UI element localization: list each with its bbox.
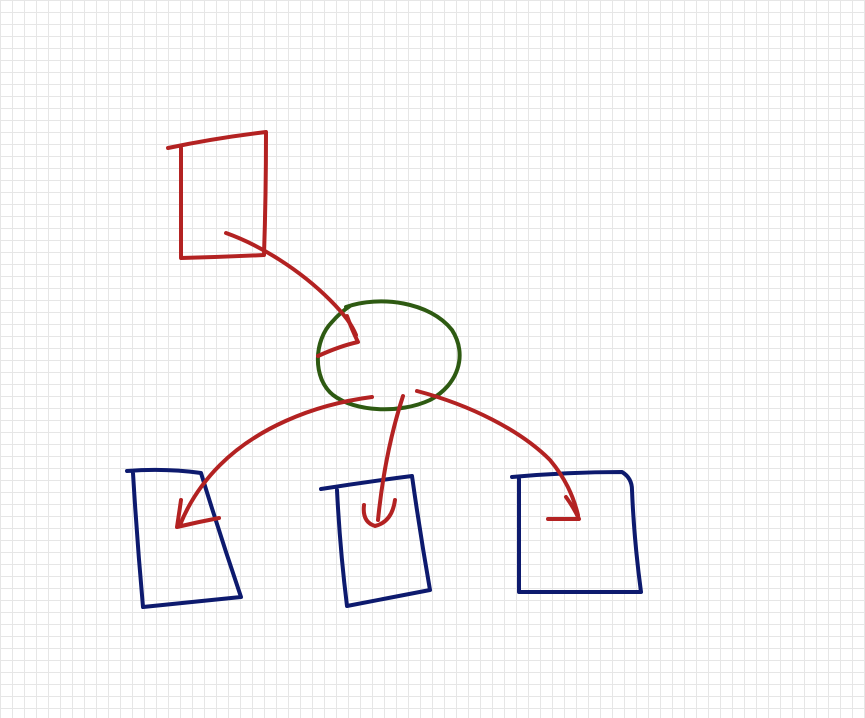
arrow-head-circle-to-right <box>546 495 581 521</box>
bottom-right-box <box>510 470 643 595</box>
arrow-circle-to-right <box>415 389 580 517</box>
arrow-circle-to-middle <box>376 394 405 522</box>
arrow-head-circle-to-middle <box>361 498 397 528</box>
arrow-circle-to-left <box>178 395 374 527</box>
bottom-left-box <box>125 467 243 609</box>
top-box <box>166 130 268 260</box>
bottom-middle-box <box>319 474 432 608</box>
arrow-head-top-to-circle <box>316 314 360 358</box>
arrow-head-circle-to-left <box>175 498 221 529</box>
center-circle <box>315 299 462 412</box>
